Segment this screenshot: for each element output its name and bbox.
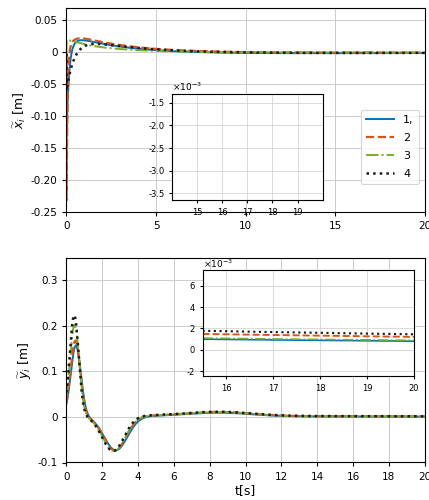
4 [234, 410, 239, 416]
3 [234, 410, 239, 416]
1, [422, 50, 427, 56]
2 [422, 50, 427, 56]
4 [411, 414, 417, 420]
2 [393, 50, 399, 56]
1, [218, 50, 223, 56]
1, [64, 133, 69, 139]
Line: 2: 2 [66, 38, 425, 200]
1, [324, 414, 329, 420]
1, [234, 410, 239, 416]
4 [324, 50, 329, 56]
Line: 1,: 1, [66, 40, 425, 136]
4 [324, 413, 329, 419]
3 [393, 414, 399, 420]
2 [214, 409, 220, 415]
2 [78, 36, 83, 42]
3 [411, 50, 417, 56]
1, [113, 448, 118, 454]
3 [218, 409, 223, 415]
3 [324, 414, 329, 420]
Line: 3: 3 [66, 325, 425, 451]
3 [214, 409, 220, 415]
3 [234, 50, 239, 56]
3 [324, 50, 329, 56]
2 [411, 50, 417, 56]
2 [324, 50, 329, 56]
3 [112, 448, 117, 454]
1, [79, 37, 85, 43]
2 [64, 50, 69, 56]
X-axis label: t[s]: t[s] [235, 484, 256, 498]
1, [393, 50, 399, 56]
4 [218, 49, 223, 55]
1, [64, 52, 69, 58]
1, [411, 414, 417, 420]
1, [393, 414, 399, 420]
3 [64, 37, 69, 43]
4 [64, 88, 69, 94]
4 [72, 312, 77, 318]
Line: 1,: 1, [66, 346, 425, 451]
3 [422, 50, 427, 56]
3 [411, 414, 417, 420]
2 [422, 414, 427, 420]
3 [64, 50, 69, 56]
2 [324, 413, 329, 419]
1, [411, 50, 417, 56]
3 [393, 50, 399, 56]
Y-axis label: $\widetilde{y}_i$ [m]: $\widetilde{y}_i$ [m] [18, 342, 34, 378]
4 [94, 41, 99, 47]
3 [72, 322, 77, 328]
4 [218, 408, 223, 414]
1, [324, 50, 329, 56]
2 [214, 48, 220, 54]
2 [218, 48, 223, 54]
4 [64, 390, 69, 396]
2 [73, 338, 78, 344]
1, [73, 342, 79, 348]
3 [64, 392, 69, 398]
Legend: 1,, 2, 3, 4: 1,, 2, 3, 4 [361, 110, 419, 184]
4 [422, 414, 427, 420]
4 [422, 50, 427, 56]
1, [234, 50, 239, 56]
4 [64, 51, 69, 57]
2 [218, 409, 223, 415]
1, [422, 414, 427, 420]
Y-axis label: $\widetilde{x}_i$ [m]: $\widetilde{x}_i$ [m] [12, 91, 28, 128]
1, [64, 400, 69, 406]
Line: 3: 3 [66, 40, 425, 52]
1, [218, 410, 223, 416]
3 [214, 49, 220, 55]
4 [411, 50, 417, 56]
3 [218, 49, 223, 55]
2 [64, 399, 69, 405]
2 [234, 410, 239, 416]
1, [214, 410, 220, 416]
Line: 4: 4 [66, 315, 425, 451]
4 [393, 50, 399, 56]
4 [111, 448, 116, 454]
3 [422, 414, 427, 420]
2 [234, 49, 239, 55]
2 [64, 198, 69, 203]
2 [411, 414, 417, 420]
2 [393, 414, 399, 420]
4 [214, 49, 220, 55]
Line: 4: 4 [66, 44, 425, 90]
4 [214, 408, 220, 414]
4 [393, 413, 399, 419]
2 [112, 448, 118, 454]
4 [234, 50, 239, 56]
Line: 2: 2 [66, 340, 425, 450]
1, [214, 50, 220, 56]
